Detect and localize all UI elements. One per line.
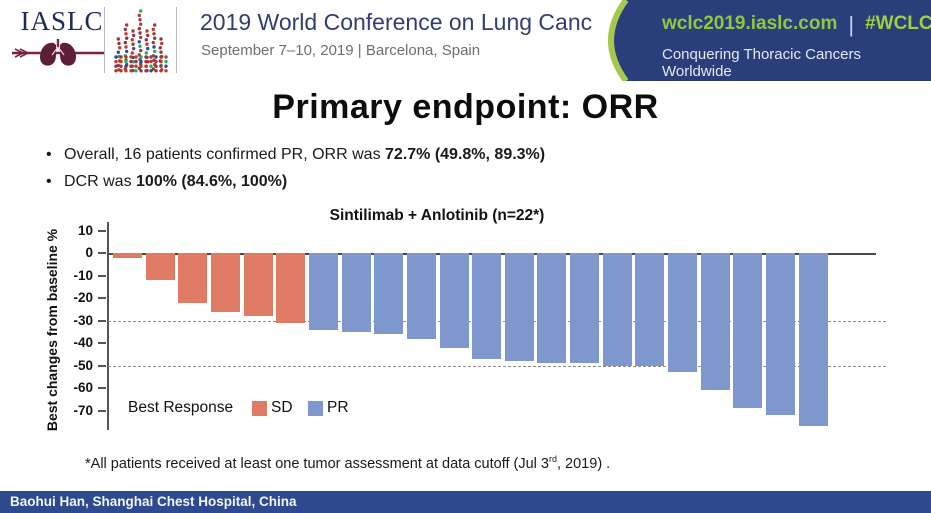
y-tick-label: -40 (73, 335, 93, 350)
bar-patient-5-SD (243, 253, 273, 316)
y-tick-label: -70 (73, 402, 93, 418)
y-tick-label: -60 (73, 380, 93, 395)
bar-patient-11-PR (439, 253, 469, 348)
header-separator: | (848, 11, 855, 37)
credit-text: Baohui Han, Shanghai Chest Hospital, Chi… (10, 494, 297, 509)
y-tick-mark (98, 364, 106, 367)
header-links-row: wclc2019.iaslc.com | #WCLC19 (662, 11, 931, 37)
sagrada-familia-icon (114, 9, 168, 73)
bullet-dot: • (46, 173, 52, 190)
bullet-dcr: • DCR was 100% (84.6%, 100%) (46, 173, 287, 191)
bar-patient-12-PR (472, 253, 502, 359)
bar-patient-16-PR (602, 253, 632, 366)
bar-patient-17-PR (635, 253, 665, 366)
y-tick-mark (98, 409, 106, 412)
y-tick-label: -30 (73, 312, 93, 328)
bar-patient-18-PR (668, 253, 698, 373)
bullet-orr: • Overall, 16 patients confirmed PR, ORR … (46, 146, 545, 164)
bullet-dcr-text: DCR was (64, 173, 137, 190)
bullet-orr-text: Overall, 16 patients confirmed PR, ORR w… (64, 146, 386, 163)
bar-patient-21-PR (766, 253, 795, 415)
y-tick-mark (98, 229, 106, 232)
conference-title: 2019 World Conference on Lung Cancer (200, 9, 613, 35)
reference-line--50 (108, 365, 886, 367)
credit-bar: Baohui Han, Shanghai Chest Hospital, Chi… (0, 491, 931, 513)
y-tick-mark (98, 319, 106, 322)
chart-title: Sintilimab + Anlotinib (n=22*) (329, 207, 545, 224)
y-tick-label: -50 (73, 357, 93, 373)
bar-patient-22-PR (798, 253, 828, 427)
waterfall-chart: Sintilimab + Anlotinib (n=22*) Best chan… (0, 200, 931, 452)
iaslc-lung-logo-icon (12, 39, 104, 66)
conference-subtitle: September 7–10, 2019 | Barcelona, Spain (201, 42, 481, 59)
bar-patient-19-PR (700, 253, 730, 391)
legend-entry-sd: SD (271, 399, 293, 416)
bar-patient-4-SD (210, 253, 240, 312)
bar-patient-10-PR (406, 253, 436, 339)
iaslc-logo-text: IASLC (20, 6, 104, 36)
bar-patient-13-PR (504, 253, 534, 361)
bullet-dot: • (46, 146, 52, 163)
footnote-superscript: rd (548, 454, 557, 464)
legend-title: Best Response (128, 399, 234, 416)
conference-header: IASLC 2019 World Conference on Lung Canc… (0, 0, 931, 81)
footnote-text-end: , 2019) . (557, 455, 611, 472)
legend-entry-pr: PR (327, 399, 349, 416)
bullet-dcr-value: 100% (84.6%, 100%) (136, 173, 288, 190)
bar-patient-15-PR (570, 253, 600, 364)
y-axis-line (107, 222, 109, 430)
footnote: *All patients received at least one tumo… (85, 454, 610, 472)
legend-swatch-sd (252, 401, 267, 416)
y-tick-mark (98, 297, 106, 299)
bar-patient-2-SD (145, 253, 175, 280)
y-tick-label: -10 (73, 267, 93, 283)
slide-title: Primary endpoint: ORR (272, 88, 659, 126)
footnote-text: *All patients received at least one tumo… (85, 455, 549, 472)
y-tick-mark (98, 252, 106, 254)
y-tick-label: 0 (85, 245, 93, 260)
header-divider (104, 7, 105, 73)
bar-patient-9-PR (374, 253, 404, 334)
y-tick-label: 10 (77, 222, 93, 238)
bar-patient-7-PR (308, 253, 338, 330)
header-curve-decoration (592, 0, 629, 81)
legend-swatch-pr (308, 401, 323, 416)
bar-patient-1-SD (113, 253, 142, 258)
conference-tagline: Conquering Thoracic Cancers Worldwide (662, 46, 861, 80)
header-divider (176, 7, 177, 73)
bar-patient-3-SD (178, 253, 208, 303)
bar-patient-6-SD (276, 253, 306, 323)
bar-patient-14-PR (537, 253, 567, 364)
conference-website: wclc2019.iaslc.com (662, 13, 838, 34)
conference-hashtag: #WCLC19 (865, 13, 931, 34)
bar-patient-20-PR (733, 253, 763, 409)
y-tick-mark (98, 274, 106, 277)
bar-patient-8-PR (341, 253, 371, 332)
header-right-panel (598, 0, 931, 81)
y-tick-mark (98, 387, 106, 389)
bullet-orr-value: 72.7% (49.8%, 89.3%) (385, 146, 546, 163)
y-tick-mark (98, 342, 106, 344)
y-tick-label: -20 (73, 290, 93, 305)
